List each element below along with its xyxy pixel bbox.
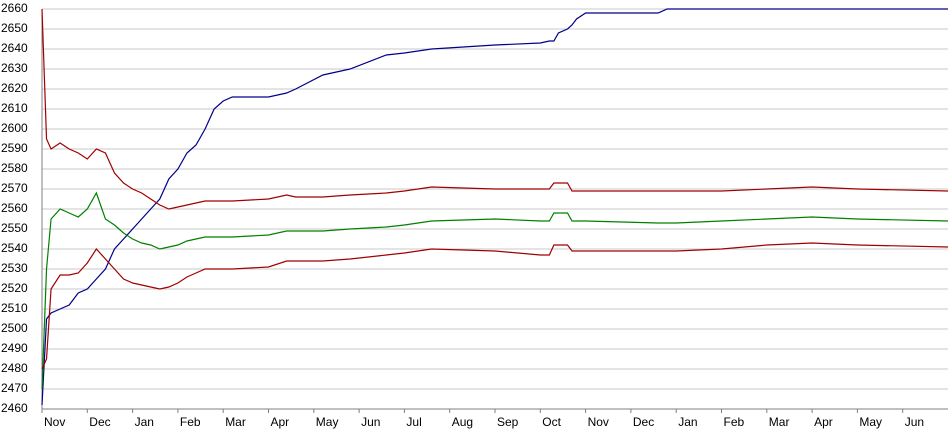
series-line [41, 242, 949, 370]
y-tick-label: 2530 [1, 261, 28, 275]
y-tick-label: 2550 [1, 221, 28, 235]
y-tick-label: 2620 [1, 81, 28, 95]
y-tick-label: 2500 [1, 321, 28, 335]
x-tick-label: Jan [678, 415, 697, 429]
y-tick-label: 2540 [1, 241, 28, 255]
x-tick-label: Jun [905, 415, 924, 429]
y-tick-label: 2610 [1, 101, 28, 115]
y-tick-label: 2660 [1, 1, 28, 15]
y-tick-label: 2570 [1, 181, 28, 195]
x-tick-label: Feb [180, 415, 201, 429]
x-tick-label: May [316, 415, 339, 429]
y-tick-label: 2460 [1, 401, 28, 415]
y-tick-label: 2520 [1, 281, 28, 295]
x-tick-label: Jul [406, 415, 421, 429]
series-line [41, 8, 948, 406]
y-tick-label: 2490 [1, 341, 28, 355]
x-tick-label: Oct [542, 415, 561, 429]
x-tick-label: Apr [814, 415, 833, 429]
x-tick-label: Feb [724, 415, 745, 429]
y-tick-label: 2640 [1, 41, 28, 55]
x-tick-label: Aug [452, 415, 473, 429]
x-tick-label: Nov [588, 415, 609, 429]
x-tick-label: Dec [633, 415, 654, 429]
y-tick-label: 2630 [1, 61, 28, 75]
x-tick-label: Dec [89, 415, 110, 429]
x-tick-label: Jun [361, 415, 380, 429]
y-tick-label: 2590 [1, 141, 28, 155]
x-tick-label: Sep [497, 415, 519, 429]
x-tick-label: Mar [769, 415, 790, 429]
x-tick-label: Mar [225, 415, 246, 429]
y-tick-label: 2480 [1, 361, 28, 375]
x-tick-label: May [859, 415, 882, 429]
y-tick-label: 2600 [1, 121, 28, 135]
y-tick-label: 2580 [1, 161, 28, 175]
y-tick-label: 2470 [1, 381, 28, 395]
x-tick-label: Nov [44, 415, 65, 429]
y-tick-label: 2560 [1, 201, 28, 215]
series-line [41, 191, 949, 390]
y-tick-label: 2510 [1, 301, 28, 315]
x-tick-label: Apr [271, 415, 290, 429]
series-line [41, 8, 949, 210]
x-tick-label: Jan [135, 415, 154, 429]
y-tick-label: 2650 [1, 21, 28, 35]
